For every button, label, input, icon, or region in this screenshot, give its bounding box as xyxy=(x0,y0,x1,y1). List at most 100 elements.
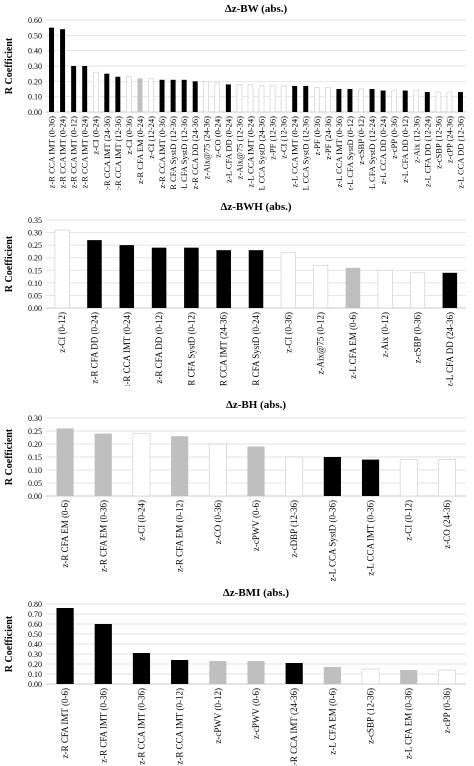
bar xyxy=(54,229,70,309)
x-tick-label: z-CO (0-24) xyxy=(212,116,222,158)
x-tick-label: z-cPP (24-36) xyxy=(444,116,454,163)
bar xyxy=(148,77,154,113)
y-axis-label: R Coefficient xyxy=(4,235,15,292)
bar xyxy=(92,71,99,113)
x-tick-label: z-L CFA DD (0-24) xyxy=(223,116,233,183)
chart-panel-bwh: Δz-BWH (abs.) R Coefficient 0.00 0.05 0.10 0.… xyxy=(0,198,474,386)
x-tick-label: z-cPWV (0-6) xyxy=(251,500,261,551)
x-tick-label: z-cSBP (0-12) xyxy=(356,116,366,165)
chart-title: Δz-BMI (abs.) xyxy=(223,587,290,599)
chart-title: Δz-BW (abs.) xyxy=(225,3,288,15)
x-tick-label: z-CI (0-36) xyxy=(283,312,293,353)
bar xyxy=(313,264,329,309)
bar xyxy=(94,624,112,684)
bar xyxy=(285,456,304,497)
y-tick-label: 0.10 xyxy=(28,466,42,475)
bar xyxy=(258,85,265,113)
x-tick-label: z-R CFA EM (0-6) xyxy=(60,500,70,568)
bar xyxy=(280,85,287,113)
x-tick-label: z-R CCA IMT (12-36) xyxy=(113,116,123,190)
y-tick-label: 0.70 xyxy=(28,610,42,619)
y-tick-label: 0.00 xyxy=(28,304,42,313)
y-tick-label: 0.50 xyxy=(28,31,42,40)
bar xyxy=(361,668,380,685)
x-tick-label: z-R CCA IMT (0-36) xyxy=(136,688,146,765)
bar xyxy=(119,245,135,308)
chart-bh: Δz-BH (abs.) R Coefficient 0.00 0.05 0.10 0.1… xyxy=(4,399,466,581)
x-tick-label: z-CI (0-36) xyxy=(124,116,134,155)
chart-title: Δz-BH (abs.) xyxy=(226,399,286,411)
x-tick-label: z-cPWV (0-6) xyxy=(251,688,261,739)
y-tick-label: 0.00 xyxy=(28,680,42,689)
y-tick-label: 0.20 xyxy=(28,77,42,86)
bar xyxy=(285,663,303,684)
bar xyxy=(247,84,254,113)
x-tick-label: z-cSBP (12-36) xyxy=(433,116,443,169)
bar xyxy=(132,653,151,684)
x-tick-label: z-CI (12-36) xyxy=(279,116,289,159)
x-tick-label: z-L CFA EM (0-6) xyxy=(327,688,337,755)
y-tick-label: 0.10 xyxy=(28,279,42,288)
y-tick-label: 0.15 xyxy=(28,266,42,275)
x-tick-label: z-R CFA EM (0-36) xyxy=(98,500,108,572)
bar xyxy=(377,269,393,309)
bar xyxy=(216,250,231,308)
y-tick-label: 0.20 xyxy=(28,660,42,669)
chart-bmi: Δz-BMI (abs.)R Coefficient0.000.100.200.… xyxy=(4,587,466,766)
bar xyxy=(171,436,189,496)
bar xyxy=(314,87,320,113)
chart-panel-bw: Δz-BW (abs.) R Coefficient 0.00 0.10 0.20 0.3… xyxy=(0,0,474,190)
chart-bw: Δz-BW (abs.) R Coefficient 0.00 0.10 0.20 0.3… xyxy=(4,3,466,190)
bar xyxy=(184,247,199,308)
x-tick-label: z-PF (12-36) xyxy=(268,116,278,160)
x-tick-label: z-Aix@75 (0-12) xyxy=(316,312,326,375)
y-tick-label: 0.20 xyxy=(28,440,42,449)
bar xyxy=(336,89,342,112)
x-tick-label: z-L CCA IMT (0-36) xyxy=(334,116,344,188)
x-tick-label: z-CI (0-12) xyxy=(57,312,67,353)
x-tick-label: z-R CCA IMT (0-36) xyxy=(47,116,57,188)
bar xyxy=(361,459,380,496)
y-tick-label: 0.15 xyxy=(28,453,42,462)
bar xyxy=(192,81,198,112)
y-axis-label: R Coefficient xyxy=(4,615,15,672)
y-tick-label: 0.60 xyxy=(28,620,42,629)
y-tick-label: 0.30 xyxy=(28,62,42,71)
x-tick-label: z-R CFA SystD (0-12) xyxy=(186,312,196,386)
x-tick-label: z-R CFA SystD (12-36) xyxy=(168,116,178,190)
x-tick-label: z-L CFA DD (24-36) xyxy=(445,312,455,386)
bar xyxy=(438,459,456,497)
bar xyxy=(208,443,227,497)
bar xyxy=(292,85,298,112)
bar xyxy=(181,79,187,112)
bar xyxy=(82,66,88,112)
bar xyxy=(236,84,243,113)
bar xyxy=(402,90,408,112)
x-tick-label: z-L CCA SystD (12-36) xyxy=(301,116,311,190)
y-tick-label: 0.10 xyxy=(28,93,42,102)
bar xyxy=(303,85,309,112)
y-tick-label: 0.40 xyxy=(28,47,42,56)
bar xyxy=(391,90,397,113)
x-tick-label: z-R CCA IMT (0-24) xyxy=(80,116,90,188)
x-tick-label: z-L CCA DD (12-36) xyxy=(455,116,465,189)
y-tick-label: 0.30 xyxy=(28,414,42,423)
x-tick-label: z-cPWV (0-12) xyxy=(213,688,223,744)
x-tick-label: z-R CCA IMT (0-12) xyxy=(69,116,79,188)
x-tick-label: z-L CFA DD (12-24) xyxy=(422,116,432,187)
x-tick-label: z-R CFA DD (0-24) xyxy=(89,312,99,384)
x-tick-label: z-R CFA EM (0-12) xyxy=(175,500,185,572)
bar xyxy=(170,79,176,112)
bar xyxy=(87,240,102,308)
bar xyxy=(323,667,341,684)
y-axis-label: R Coefficient xyxy=(4,428,15,485)
y-tick-label: 0.00 xyxy=(28,108,42,117)
x-tick-label: z-R CCA DD (24-36) xyxy=(190,116,200,190)
y-tick-label: 0.60 xyxy=(28,16,42,25)
chart-panel-bh: Δz-BH (abs.) R Coefficient 0.00 0.05 0.10 0.1… xyxy=(0,396,474,582)
x-tick-label: z-L CFA EM (0-36) xyxy=(404,688,414,759)
x-tick-label: z-Aix (0-12) xyxy=(380,312,390,357)
bar xyxy=(247,446,265,496)
bar xyxy=(409,272,426,309)
bar xyxy=(442,272,458,308)
